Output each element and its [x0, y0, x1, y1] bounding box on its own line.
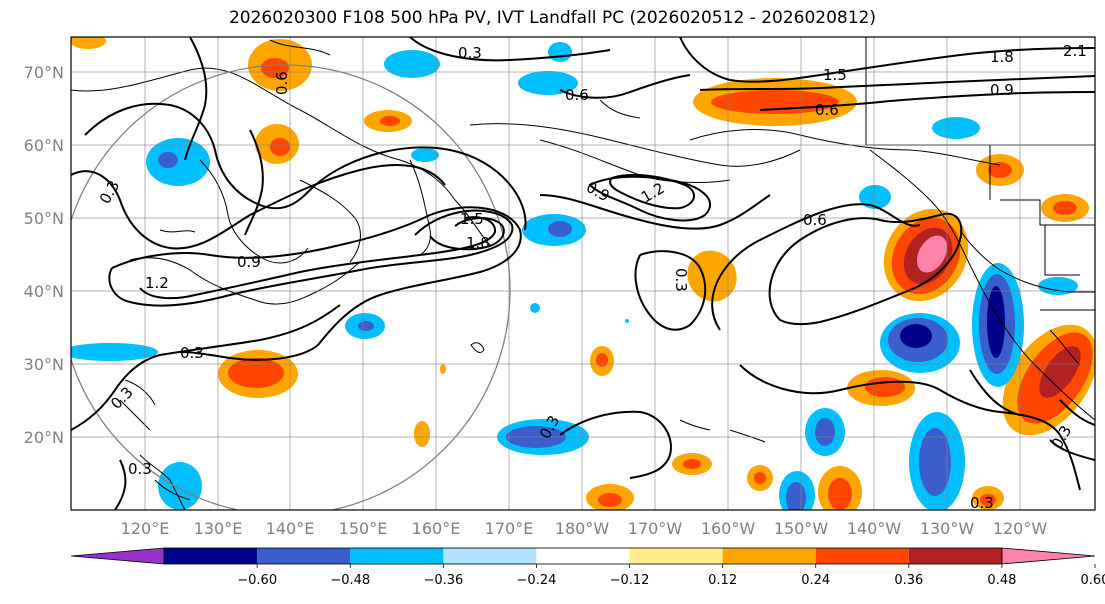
colorbar-tick-label: 0.48	[987, 573, 1016, 588]
colorbar-tick-label: 0.36	[894, 573, 923, 588]
colorbar-outline	[163, 547, 1003, 565]
positive-anomaly-blob	[818, 466, 862, 510]
colorbar-swatch	[722, 548, 816, 564]
radius-circle	[71, 64, 511, 510]
positive-anomaly-blob	[218, 350, 298, 398]
colorbar-extend-low	[70, 547, 165, 565]
positive-anomaly-blob	[71, 37, 106, 49]
lon-label: 170°E	[485, 519, 534, 538]
contour-label: 1.5	[460, 210, 484, 228]
colorbar-swatch	[536, 548, 630, 564]
positive-anomaly-blob	[687, 250, 737, 302]
negative-anomaly-blob	[880, 313, 960, 373]
contour-label: 1.8	[466, 234, 490, 252]
colorbar-tick-label: 0.60	[1081, 573, 1105, 588]
map-content: 0.3 0.6 1.5 1.8 2.1 0.9 0.6 1.2 0.9 0.6 …	[71, 37, 1095, 512]
contour-label: 0.6	[273, 71, 291, 95]
colorbar-tick-label: −0.60	[237, 573, 277, 588]
lon-label: 140°E	[266, 519, 315, 538]
colorbar-tick-label: −0.36	[423, 573, 463, 588]
negative-anomaly-blob	[909, 412, 965, 510]
positive-anomaly-blob	[1041, 194, 1089, 222]
contour-label: 0.3	[458, 44, 482, 62]
lon-label: 150°W	[774, 519, 829, 538]
positive-anomaly-blob	[976, 154, 1024, 186]
negative-anomaly-blob	[384, 42, 578, 95]
lon-label: 180°W	[555, 519, 610, 538]
lon-label: 170°W	[628, 519, 683, 538]
positive-anomaly-blob	[972, 486, 1004, 510]
colorbar-swatch	[257, 548, 351, 564]
contour-label: 1.2	[145, 274, 169, 292]
contour-label: 0.6	[815, 101, 839, 119]
negative-anomaly-blob	[805, 408, 845, 456]
negative-anomaly-blob	[146, 138, 210, 186]
lat-label: 20°N	[24, 428, 64, 447]
positive-anomaly-blob	[847, 370, 915, 406]
colorbar-tick-label: 0.12	[708, 573, 737, 588]
lon-label: 160°W	[701, 519, 756, 538]
positive-anomaly-blob	[586, 484, 634, 510]
positive-anomaly-blob	[364, 110, 412, 132]
negative-anomaly-blob	[522, 214, 586, 246]
contour-label: 0.3	[128, 460, 152, 478]
negative-anomaly-blob	[345, 313, 385, 339]
contour-label: 0.9	[237, 253, 261, 271]
lon-label: 130°W	[920, 519, 975, 538]
colorbar-tick-label: −0.48	[330, 573, 370, 588]
positive-anomaly-blob	[414, 421, 430, 447]
lat-label: 30°N	[24, 355, 64, 374]
contour-label: 0.6	[803, 211, 827, 229]
negative-anomaly-blob	[779, 471, 815, 510]
lon-label: 130°E	[194, 519, 243, 538]
graticule	[71, 37, 1095, 510]
colorbar-swatch	[350, 548, 444, 564]
colorbar-swatch	[629, 548, 723, 564]
colorbar-extend-high	[1001, 547, 1096, 565]
lon-label: 120°W	[993, 519, 1048, 538]
map-frame	[70, 36, 1096, 511]
colorbar-swatch	[815, 548, 909, 564]
negative-anomaly-blob	[158, 303, 629, 510]
positive-anomaly-blob	[255, 124, 299, 164]
colorbar-tick-label: −0.24	[517, 573, 557, 588]
lat-label: 50°N	[24, 209, 64, 228]
contour-label: 0.3	[672, 268, 690, 292]
longitude-axis: 120°E 130°E 140°E 150°E 160°E 170°E 180°…	[121, 519, 1048, 538]
negative-anomaly-blob	[411, 148, 439, 162]
contour-label: 0.9	[990, 81, 1014, 99]
lon-label: 140°W	[847, 519, 902, 538]
positive-anomaly-blob	[440, 364, 446, 374]
positive-anomaly-blob	[590, 346, 614, 376]
lon-label: 150°E	[339, 519, 388, 538]
negative-anomaly-blob	[71, 343, 158, 361]
colorbar-swatch	[443, 548, 537, 564]
positive-anomaly-blob	[672, 453, 712, 475]
colorbar-tick-label: −0.12	[610, 573, 650, 588]
contour-label: 1.8	[990, 48, 1014, 66]
map-title: 2026020300 F108 500 hPa PV, IVT Landfall…	[228, 8, 876, 28]
contour-label: 2.1	[1063, 42, 1087, 60]
lon-label: 160°E	[412, 519, 461, 538]
colorbar-swatch	[908, 548, 1002, 564]
lat-label: 40°N	[24, 282, 64, 301]
colorbar: −0.60 −0.48 −0.36 −0.24 −0.12 0.12 0.24 0.36 0.4…	[70, 547, 1105, 588]
colorbar-tick-label: 0.24	[801, 573, 830, 588]
pv-contours	[71, 37, 1095, 510]
lon-label: 120°E	[121, 519, 170, 538]
contour-label: 1.5	[823, 66, 847, 84]
lat-label: 70°N	[24, 63, 64, 82]
contour-label: 0.6	[565, 86, 589, 104]
contour-label: 0.3	[180, 344, 204, 362]
positive-anomaly-blob	[747, 465, 773, 491]
latitude-axis: 70°N 60°N 50°N 40°N 30°N 20°N	[24, 63, 64, 447]
negative-anomaly-blob	[972, 263, 1024, 387]
lat-label: 60°N	[24, 136, 64, 155]
contour-label: 0.3	[970, 494, 994, 512]
colorbar-swatch	[164, 548, 258, 564]
